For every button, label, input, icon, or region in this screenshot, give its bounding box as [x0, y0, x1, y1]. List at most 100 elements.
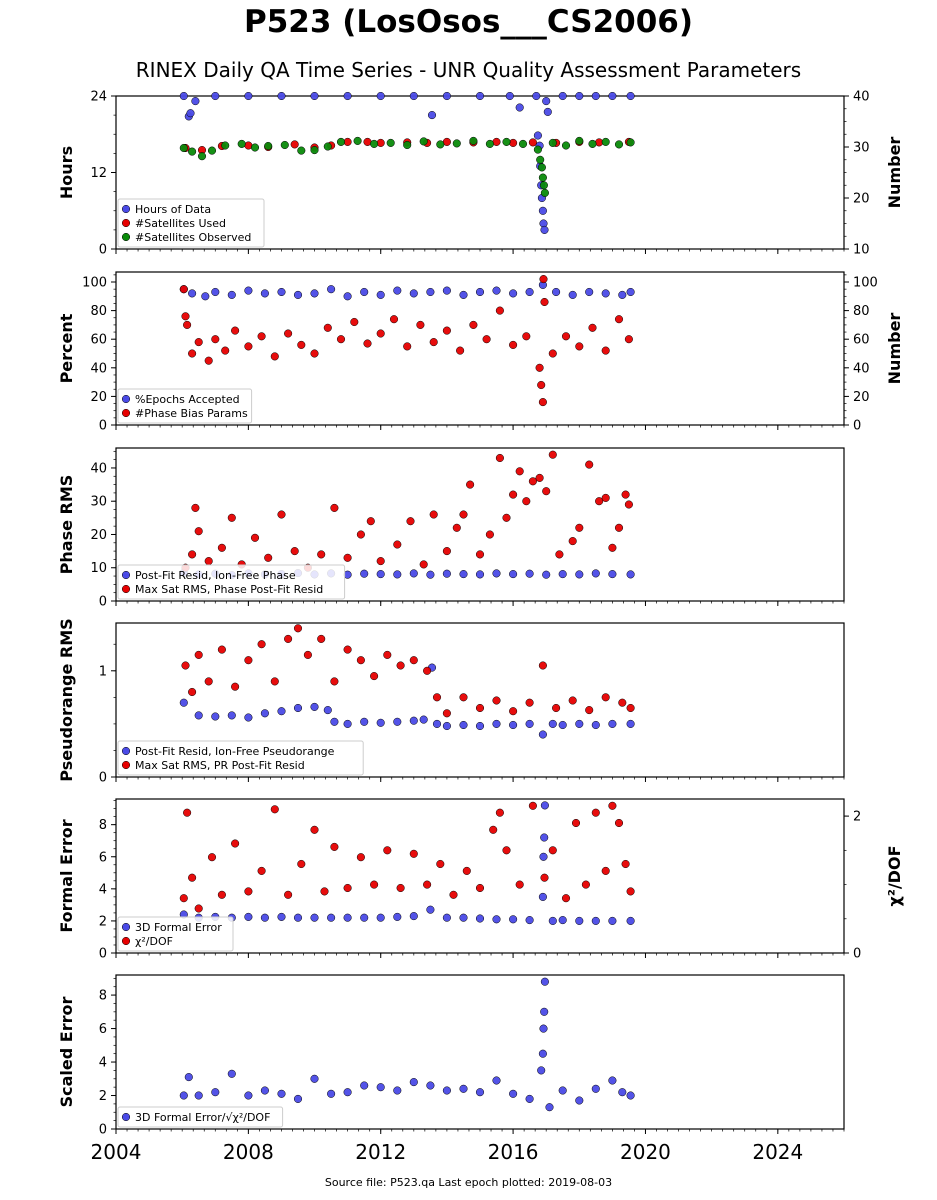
- data-point: [183, 320, 192, 329]
- data-point: [591, 720, 600, 730]
- data-point: [393, 1086, 402, 1095]
- data-point: [525, 719, 534, 728]
- y-tick-label: 4: [99, 882, 107, 897]
- data-point: [194, 711, 203, 720]
- y-tick-label: 0: [99, 1123, 107, 1138]
- data-point: [260, 1086, 269, 1095]
- data-point: [231, 326, 240, 335]
- data-point: [327, 1089, 336, 1098]
- data-point: [217, 543, 226, 552]
- y-axis-label: Phase RMS: [57, 475, 76, 575]
- chart-subtitle: RINEX Daily QA Time Series - UNR Quality…: [135, 58, 802, 82]
- y-right-tick-label: 30: [853, 141, 870, 156]
- data-point: [194, 904, 203, 913]
- data-point: [540, 297, 549, 307]
- data-point: [426, 287, 435, 297]
- data-point: [626, 138, 635, 147]
- y-tick-label: 0: [99, 419, 107, 434]
- y-tick-label: 0: [99, 947, 107, 962]
- y-tick-label: 8: [99, 818, 107, 833]
- data-point: [186, 109, 195, 118]
- data-point: [459, 510, 468, 519]
- data-point: [293, 290, 303, 299]
- data-point: [542, 570, 551, 579]
- data-point: [548, 846, 557, 855]
- data-point: [194, 338, 203, 347]
- data-point: [575, 342, 584, 351]
- axes-frame: [115, 974, 845, 1130]
- data-point: [614, 315, 624, 324]
- data-point: [608, 570, 617, 579]
- data-point: [217, 890, 226, 899]
- y-right-tick-label: 0: [853, 419, 861, 434]
- y-right-tick-label: 60: [853, 333, 870, 348]
- data-point: [515, 467, 524, 476]
- data-point: [595, 497, 604, 506]
- data-point: [456, 346, 465, 355]
- data-point: [231, 682, 240, 691]
- data-point: [403, 342, 412, 351]
- data-point: [492, 696, 501, 705]
- data-point: [626, 1091, 635, 1100]
- data-point: [376, 913, 385, 922]
- data-point: [585, 287, 594, 297]
- y-tick-label: 6: [99, 850, 107, 865]
- data-point: [323, 142, 332, 151]
- data-point: [297, 859, 306, 869]
- data-point: [536, 155, 545, 164]
- data-point: [310, 825, 319, 834]
- y-axis-label: Formal Error: [57, 819, 76, 932]
- data-point: [179, 92, 188, 101]
- data-point: [343, 883, 352, 893]
- y-axis-label: Percent: [57, 313, 76, 383]
- y-tick-label: 0: [99, 595, 107, 610]
- data-point: [537, 1066, 546, 1075]
- legend: Post-Fit Resid, Ion-Free PseudorangeMax …: [117, 740, 364, 776]
- data-point: [539, 1024, 548, 1033]
- data-point: [204, 356, 213, 365]
- data-point: [284, 890, 293, 899]
- data-point: [591, 92, 600, 101]
- data-point: [509, 340, 518, 349]
- data-point: [542, 97, 551, 106]
- data-point: [409, 912, 418, 921]
- data-point: [626, 570, 635, 579]
- data-point: [538, 892, 547, 901]
- y-axis-label: Pseudorange RMS: [57, 618, 76, 781]
- data-point: [626, 887, 635, 896]
- data-point: [244, 1091, 253, 1100]
- data-point: [540, 873, 549, 882]
- data-point: [588, 139, 597, 148]
- data-point: [469, 136, 478, 145]
- data-point: [459, 693, 468, 702]
- data-point: [575, 916, 584, 925]
- data-point: [343, 913, 352, 922]
- data-point: [518, 139, 528, 148]
- y-tick-label: 8: [99, 989, 107, 1004]
- data-point: [540, 225, 549, 234]
- data-point: [293, 703, 303, 713]
- data-point: [376, 570, 385, 579]
- data-point: [376, 1083, 385, 1092]
- data-point: [366, 517, 375, 526]
- data-point: [270, 677, 279, 686]
- data-point: [188, 687, 197, 697]
- data-point: [389, 315, 399, 324]
- data-point: [561, 894, 571, 903]
- data-point: [591, 569, 600, 578]
- legend-label: #Satellites Used: [135, 217, 226, 230]
- data-point: [396, 883, 405, 893]
- data-point: [548, 349, 557, 358]
- data-point: [591, 916, 600, 925]
- data-points: [179, 275, 635, 407]
- data-point: [323, 706, 332, 715]
- data-point: [343, 92, 352, 101]
- data-point: [608, 719, 617, 728]
- data-point: [426, 570, 435, 579]
- data-point: [522, 332, 531, 341]
- data-point: [475, 703, 485, 713]
- data-point: [227, 711, 236, 720]
- data-point: [492, 569, 501, 578]
- data-point: [429, 338, 438, 347]
- data-point: [393, 912, 402, 921]
